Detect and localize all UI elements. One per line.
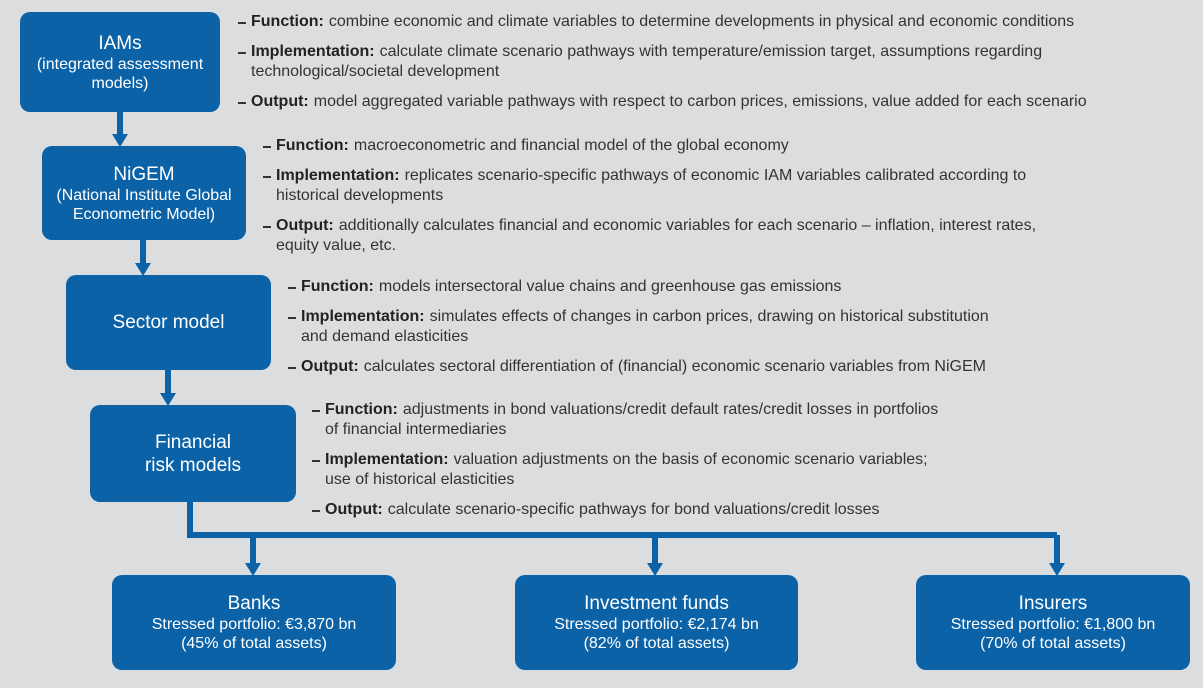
bullet-line: Function: combine economic and climate va… bbox=[238, 12, 1074, 32]
bullet-line: Output: model aggregated variable pathway… bbox=[238, 92, 1087, 112]
bullet-text: macroeconometric and financial model of … bbox=[353, 137, 789, 154]
bullet-line: Output: calculates sectoral differentiati… bbox=[288, 357, 986, 377]
bullet-label: Output: bbox=[251, 93, 309, 110]
model-subtitle: (National Institute Global bbox=[56, 186, 232, 204]
bullet-line: Function: adjustments in bond valuations/… bbox=[312, 400, 938, 420]
bullet: Function: macroeconometric and financial … bbox=[263, 136, 789, 156]
bullet-text: calculate climate scenario pathways with… bbox=[379, 43, 1043, 60]
bullet-label: Output: bbox=[301, 358, 359, 375]
output-text: (70% of total assets) bbox=[980, 635, 1126, 652]
bullet: Output: calculates sectoral differentiati… bbox=[288, 357, 986, 377]
bullet-text: calculates sectoral differentiation of (… bbox=[363, 358, 986, 375]
bullet-text: replicates scenario-specific pathways of… bbox=[404, 167, 1027, 184]
bullet-label: Function: bbox=[301, 278, 374, 295]
bullet-dash bbox=[288, 317, 296, 319]
bullet-dash bbox=[312, 510, 320, 512]
bullet-dash bbox=[263, 146, 271, 148]
bullet-line: Implementation: replicates scenario-speci… bbox=[263, 166, 1026, 186]
output-box: Banks Stressed portfolio: €3,870 bn (45% o… bbox=[112, 575, 396, 670]
bullet: Output: model aggregated variable pathway… bbox=[238, 92, 1087, 112]
output-text: Stressed portfolio: €3,870 bn bbox=[151, 616, 357, 633]
bullet-text: of financial intermediaries bbox=[325, 421, 507, 438]
bullet-dash bbox=[238, 102, 246, 104]
bullet-dash bbox=[238, 52, 246, 54]
bullet-label: Implementation: bbox=[251, 43, 375, 60]
bullet-dash bbox=[288, 287, 296, 289]
bullet-line: Implementation: valuation adjustments on … bbox=[312, 450, 928, 470]
bullet-dash bbox=[238, 22, 246, 24]
model-title: IAMs bbox=[98, 32, 142, 54]
bullet-label: Implementation: bbox=[301, 308, 425, 325]
model-title: risk models bbox=[144, 454, 242, 476]
bullet-text: calculate scenario-specific pathways for… bbox=[387, 501, 880, 518]
bullet: Function: models intersectoral value chai… bbox=[288, 277, 841, 297]
bullet-text: model aggregated variable pathways with … bbox=[313, 93, 1087, 110]
bullet-dash bbox=[263, 226, 271, 228]
bullet: Implementation: replicates scenario-speci… bbox=[263, 166, 1026, 206]
model-subtitle: models) bbox=[91, 74, 149, 92]
bullet-text: use of historical elasticities bbox=[325, 471, 515, 488]
output-text: Stressed portfolio: €2,174 bn bbox=[554, 616, 759, 633]
bullet-label: Function: bbox=[325, 401, 398, 418]
bullet-line: Function: macroeconometric and financial … bbox=[263, 136, 789, 156]
bullet-text: and demand elasticities bbox=[301, 328, 469, 345]
bullet-text: additionally calculates financial and ec… bbox=[338, 217, 1037, 234]
bullet-text: valuation adjustments on the basis of ec… bbox=[453, 451, 928, 468]
bullet-label: Output: bbox=[325, 501, 383, 518]
output-box: Investment funds Stressed portfolio: €2,1… bbox=[515, 575, 798, 670]
bullet: Implementation: calculate climate scenari… bbox=[238, 42, 1042, 82]
bullet-label: Function: bbox=[276, 137, 349, 154]
output-title: Investment funds bbox=[584, 593, 729, 614]
bullet-label: Implementation: bbox=[325, 451, 449, 468]
bullet-dash bbox=[288, 367, 296, 369]
model-title: NiGEM bbox=[113, 163, 175, 185]
model-box: Financial risk models bbox=[90, 405, 296, 502]
model-box: NiGEM (National Institute Global Econometr… bbox=[42, 146, 246, 240]
model-subtitle: (integrated assessment bbox=[36, 55, 204, 73]
output-text: Stressed portfolio: €1,800 bn bbox=[950, 616, 1156, 633]
bullet-label: Output: bbox=[276, 217, 334, 234]
bullet-text: adjustments in bond valuations/credit de… bbox=[402, 401, 939, 418]
model-title: Sector model bbox=[112, 312, 225, 333]
bullet: Function: adjustments in bond valuations/… bbox=[312, 400, 938, 440]
bullet: Output: calculate scenario-specific pathw… bbox=[312, 500, 880, 520]
bullet: Function: combine economic and climate va… bbox=[238, 12, 1074, 32]
output-text: (45% of total assets) bbox=[181, 635, 327, 652]
output-text: (82% of total assets) bbox=[583, 635, 730, 652]
bullet-line: Function: models intersectoral value chai… bbox=[288, 277, 841, 297]
bullet: Implementation: simulates effects of chan… bbox=[288, 307, 989, 347]
model-subtitle: Econometric Model) bbox=[72, 205, 216, 223]
bullet-dash bbox=[263, 176, 271, 178]
bullet-text: models intersectoral value chains and gr… bbox=[378, 278, 842, 295]
bullet-dash bbox=[312, 410, 320, 412]
bullet-text: simulates effects of changes in carbon p… bbox=[429, 308, 989, 325]
bullet-line: Output: additionally calculates financial… bbox=[263, 216, 1036, 236]
model-box: IAMs (integrated assessment models) bbox=[20, 12, 220, 112]
bullet-text: technological/societal development bbox=[251, 63, 500, 80]
bullet-text: equity value, etc. bbox=[276, 237, 397, 254]
bullet-text: historical developments bbox=[276, 187, 444, 204]
bullet: Output: additionally calculates financial… bbox=[263, 216, 1036, 256]
bullet-label: Implementation: bbox=[276, 167, 400, 184]
bullet-text: combine economic and climate variables t… bbox=[328, 13, 1075, 30]
model-box: Sector model bbox=[66, 275, 271, 370]
output-title: Insurers bbox=[1018, 593, 1088, 614]
output-box: Insurers Stressed portfolio: €1,800 bn (70… bbox=[916, 575, 1190, 670]
bullet-label: Function: bbox=[251, 13, 324, 30]
output-title: Banks bbox=[227, 593, 281, 614]
bullet-dash bbox=[312, 460, 320, 462]
model-title: Financial bbox=[154, 431, 232, 453]
bullet: Implementation: valuation adjustments on … bbox=[312, 450, 928, 490]
bullet-line: Implementation: simulates effects of chan… bbox=[288, 307, 989, 327]
bullet-line: Output: calculate scenario-specific pathw… bbox=[312, 500, 880, 520]
bullet-line: Implementation: calculate climate scenari… bbox=[238, 42, 1042, 62]
